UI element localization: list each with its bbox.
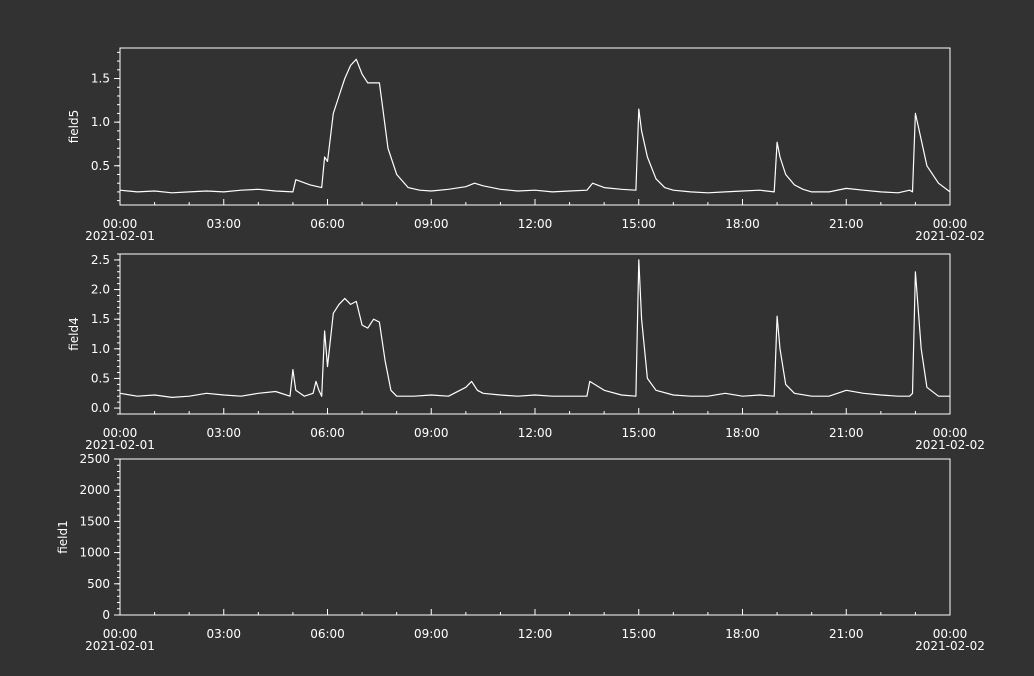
y-tick-label: 0 (102, 608, 110, 622)
x-tick-label: 06:00 (310, 217, 345, 231)
series-line-field4 (119, 259, 950, 398)
y-tick-label: 1500 (79, 514, 110, 528)
x-tick-label: 00:00 (933, 627, 968, 641)
plot-frame (119, 253, 951, 415)
x-tick-label: 15:00 (621, 426, 656, 440)
y-axis-label: field4 (67, 317, 81, 351)
x-tick-label: 15:00 (621, 627, 656, 641)
x-tick-label: 06:00 (310, 426, 345, 440)
y-tick-label: 2.5 (91, 253, 110, 267)
x-tick-label: 00:00 (933, 426, 968, 440)
x-tick-label: 00:00 (103, 217, 138, 231)
x-tick-label: 21:00 (829, 627, 864, 641)
y-tick-label: 1.5 (91, 72, 110, 86)
y-tick-label: 1000 (79, 546, 110, 560)
y-tick-label: 2.0 (91, 283, 110, 297)
x-tick-label: 03:00 (206, 217, 241, 231)
y-tick-label: 2000 (79, 483, 110, 497)
y-tick-label: 1.0 (91, 115, 110, 129)
y-tick-label: 0.5 (91, 371, 110, 385)
x-date-label: 2021-02-02 (915, 438, 985, 452)
x-tick-label: 03:00 (206, 426, 241, 440)
y-axis-label: field5 (67, 110, 81, 144)
x-tick-label: 12:00 (518, 426, 553, 440)
x-tick-label: 15:00 (621, 217, 656, 231)
chart-panel-field5: 00:00 03:00 06:00 09:00 12:00 15:00 18:00 21:00… (67, 47, 985, 243)
x-tick-label: 21:00 (829, 217, 864, 231)
chart-panel-field1: 00:00 03:00 06:00 09:00 12:00 15:00 18:00 21:00… (56, 452, 985, 653)
y-tick-label: 0.5 (91, 159, 110, 173)
x-tick-label: 18:00 (725, 217, 760, 231)
x-tick-label: 06:00 (310, 627, 345, 641)
x-date-label: 2021-02-01 (85, 438, 155, 452)
series-line-field5 (119, 58, 951, 194)
x-tick-label: 18:00 (725, 426, 760, 440)
x-tick-label: 18:00 (725, 627, 760, 641)
y-tick-label: 2500 (79, 452, 110, 466)
x-tick-label: 00:00 (103, 426, 138, 440)
x-date-label: 2021-02-02 (915, 639, 985, 653)
x-tick-label: 12:00 (518, 627, 553, 641)
x-tick-label: 09:00 (414, 217, 449, 231)
x-tick-label: 00:00 (933, 217, 968, 231)
y-tick-label: 500 (87, 577, 110, 591)
plot-frame (119, 458, 951, 616)
chart-panel-field4: 00:00 03:00 06:00 09:00 12:00 15:00 18:00 21:00… (67, 253, 985, 452)
x-date-label: 2021-02-02 (915, 229, 985, 243)
y-axis-label: field1 (56, 520, 70, 554)
y-tick-label: 1.5 (91, 312, 110, 326)
x-tick-label: 12:00 (518, 217, 553, 231)
y-tick-label: 1.0 (91, 342, 110, 356)
x-tick-label: 03:00 (206, 627, 241, 641)
x-date-label: 2021-02-01 (85, 639, 155, 653)
x-tick-label: 00:00 (103, 627, 138, 641)
y-tick-label: 0.0 (91, 401, 110, 415)
x-tick-label: 21:00 (829, 426, 864, 440)
plot-frame (119, 47, 951, 206)
x-tick-label: 09:00 (414, 426, 449, 440)
x-tick-label: 09:00 (414, 627, 449, 641)
x-date-label: 2021-02-01 (85, 229, 155, 243)
